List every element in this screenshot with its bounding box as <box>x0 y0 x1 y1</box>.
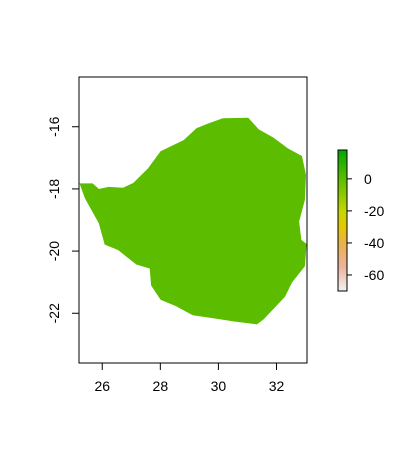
legend-tick-label: -40 <box>364 235 384 251</box>
plot-frame <box>78 76 308 364</box>
x-axis: 26 28 30 32 <box>94 363 285 394</box>
x-tick-label: 28 <box>153 378 169 394</box>
y-tick-label: -16 <box>46 116 62 136</box>
y-axis: -16 -18 -20 -22 <box>46 116 79 323</box>
y-tick-label: -22 <box>46 303 62 323</box>
legend-color-bar <box>337 149 348 292</box>
x-tick-label: 30 <box>211 378 227 394</box>
legend-tick-label: -20 <box>364 203 384 219</box>
legend-tick-label: 0 <box>364 171 372 187</box>
color-legend: 0 -20 -40 -60 <box>337 149 384 292</box>
y-tick-label: -20 <box>46 241 62 261</box>
x-tick-label: 32 <box>269 378 285 394</box>
legend-tick-label: -60 <box>364 267 384 283</box>
map-region-layer <box>79 117 307 325</box>
country-raster-region <box>79 117 307 325</box>
x-tick-label: 26 <box>94 378 110 394</box>
y-tick-label: -18 <box>46 179 62 199</box>
